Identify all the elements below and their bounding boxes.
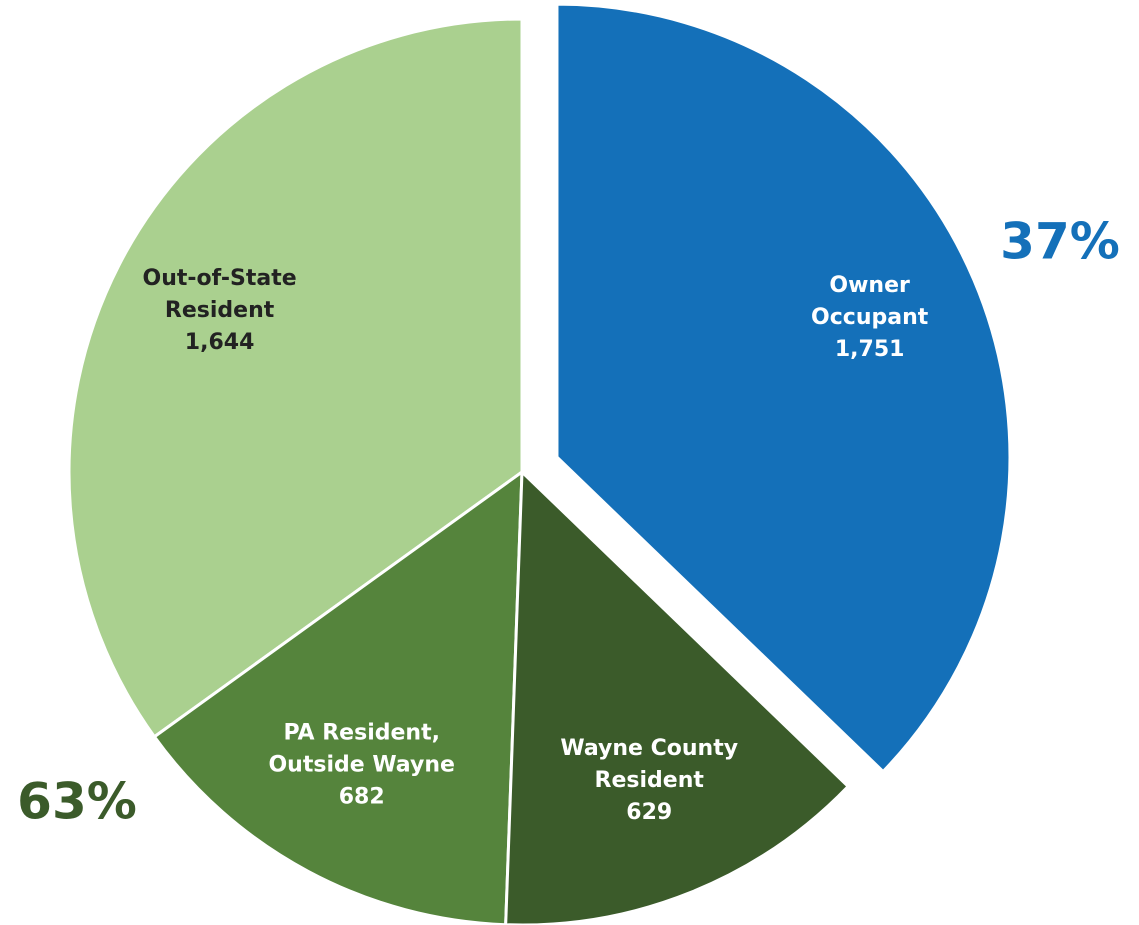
category-label: Out-of-State Resident <box>143 266 297 323</box>
value-label: 629 <box>626 800 672 825</box>
slice-label: PA Resident, Outside Wayne 682 <box>268 721 454 810</box>
slice-label: Wayne County Resident 629 <box>560 736 738 825</box>
slice-label: Out-of-State Resident 1,644 <box>143 266 297 355</box>
pie-slice <box>152 468 524 925</box>
category-label: PA Resident, Outside Wayne <box>268 721 454 778</box>
value-label: 1,751 <box>835 337 905 362</box>
value-label: 682 <box>339 785 385 810</box>
category-label: Wayne County Resident <box>560 736 738 793</box>
pie-slice <box>555 2 1012 774</box>
category-label: Owner Occupant <box>811 273 929 330</box>
annotation: 63% <box>17 773 137 831</box>
pie-slice <box>504 468 851 925</box>
value-label: 1,644 <box>185 330 255 355</box>
annotation: 37% <box>1000 213 1120 271</box>
pie-slice <box>67 17 524 739</box>
slice-label: Owner Occupant 1,751 <box>811 273 929 362</box>
